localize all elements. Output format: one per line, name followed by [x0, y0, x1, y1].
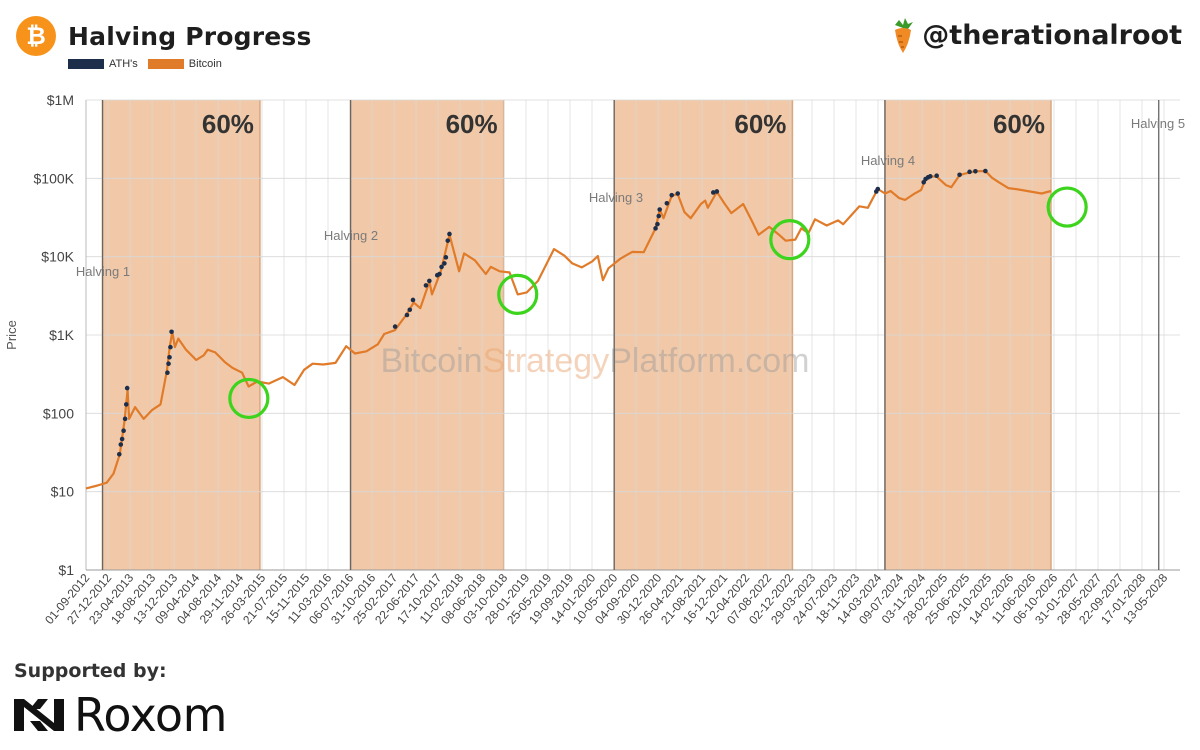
halving-label: Halving 5	[1131, 116, 1185, 131]
watermark-part: Bitcoin	[381, 342, 483, 380]
supported-by-label: Supported by:	[14, 660, 167, 682]
handle-text: @therationalroot	[922, 19, 1182, 51]
ath-point	[653, 226, 658, 231]
ath-point	[656, 213, 662, 219]
band-percent-label: 60%	[993, 109, 1045, 139]
ath-point	[714, 189, 720, 194]
ath-point	[123, 402, 129, 407]
ath-point	[116, 451, 122, 457]
legend: ATH's Bitcoin	[68, 58, 232, 70]
sponsor[interactable]: Roxom	[14, 688, 227, 742]
ath-point	[934, 173, 939, 179]
ath-point	[447, 231, 452, 237]
ath-point	[121, 428, 126, 434]
halving-label: Halving 1	[76, 264, 130, 279]
ath-point	[423, 283, 429, 288]
ath-point	[167, 354, 172, 360]
y-tick-label: $10	[51, 484, 75, 500]
watermark: BitcoinStrategyPlatform.com	[381, 342, 810, 380]
band-percent-label: 60%	[202, 109, 254, 139]
ath-point	[875, 186, 881, 192]
legend-swatch-bitcoin	[147, 59, 184, 69]
ath-point	[407, 307, 413, 313]
halving-label: Halving 4	[861, 153, 915, 168]
highlight-circle	[1046, 186, 1088, 228]
highlight-circle	[497, 273, 539, 315]
y-axis-title: Price	[4, 320, 19, 350]
ath-point	[119, 436, 125, 442]
ath-point	[927, 174, 933, 179]
band-percent-label: 60%	[734, 109, 786, 139]
halving-label: Halving 3	[589, 190, 643, 205]
bitcoin-price-line	[85, 169, 1052, 490]
highlight-circle	[228, 377, 270, 420]
watermark-part: Strategy	[483, 342, 610, 380]
title-row: ₿ Halving Progress	[16, 14, 312, 58]
ath-point	[675, 191, 681, 196]
ath-point	[967, 169, 972, 175]
legend-label-bitcoin: Bitcoin	[188, 58, 222, 70]
ath-point	[445, 238, 451, 243]
ath-point	[443, 255, 449, 260]
ath-point	[442, 261, 447, 266]
ath-point	[983, 168, 988, 174]
ath-point	[669, 192, 675, 198]
ath-point	[655, 221, 660, 227]
legend-item-bitcoin[interactable]: Bitcoin	[147, 58, 222, 70]
author-handle: @therationalroot	[890, 16, 1182, 54]
highlight-circle	[769, 219, 811, 261]
ath-point	[165, 370, 170, 376]
ath-point	[122, 416, 128, 422]
y-tick-label: $1K	[49, 327, 75, 343]
chart: 01-09-201227-12-201223-04-201318-08-2013…	[4, 92, 1185, 627]
ath-point	[437, 271, 442, 277]
bitcoin-icon: ₿	[16, 16, 56, 56]
ath-point	[168, 344, 173, 350]
y-tick-label: $100	[43, 405, 74, 421]
y-tick-label: $10K	[41, 249, 74, 265]
ath-point	[957, 172, 962, 178]
roxom-logo-icon	[14, 699, 64, 731]
ath-point	[439, 264, 444, 270]
ath-point	[664, 201, 670, 206]
footer: Supported by: Roxom	[14, 660, 227, 742]
legend-label-ath: ATH's	[109, 58, 138, 70]
y-tick-label: $1	[58, 562, 74, 578]
y-tick-label: $1M	[47, 92, 74, 108]
ath-point	[124, 385, 130, 391]
ath-point	[118, 442, 124, 447]
carrot-icon	[895, 18, 914, 53]
band-percent-label: 60%	[446, 109, 498, 139]
watermark-part: Platform.com	[609, 342, 809, 380]
ath-point	[427, 278, 432, 284]
ath-point	[973, 168, 978, 174]
ath-point	[166, 361, 171, 367]
ath-point	[710, 190, 716, 195]
ath-point	[657, 207, 662, 212]
ath-point	[404, 312, 410, 318]
legend-item-ath[interactable]: ATH's	[68, 58, 138, 70]
ath-point	[392, 324, 398, 329]
halving-label: Halving 2	[324, 228, 378, 243]
page-title: Halving Progress	[68, 21, 312, 51]
ath-point	[169, 329, 174, 335]
ath-point	[410, 297, 416, 303]
sponsor-name: Roxom	[74, 688, 227, 742]
y-tick-label: $100K	[34, 170, 75, 186]
legend-swatch-ath	[68, 59, 104, 69]
